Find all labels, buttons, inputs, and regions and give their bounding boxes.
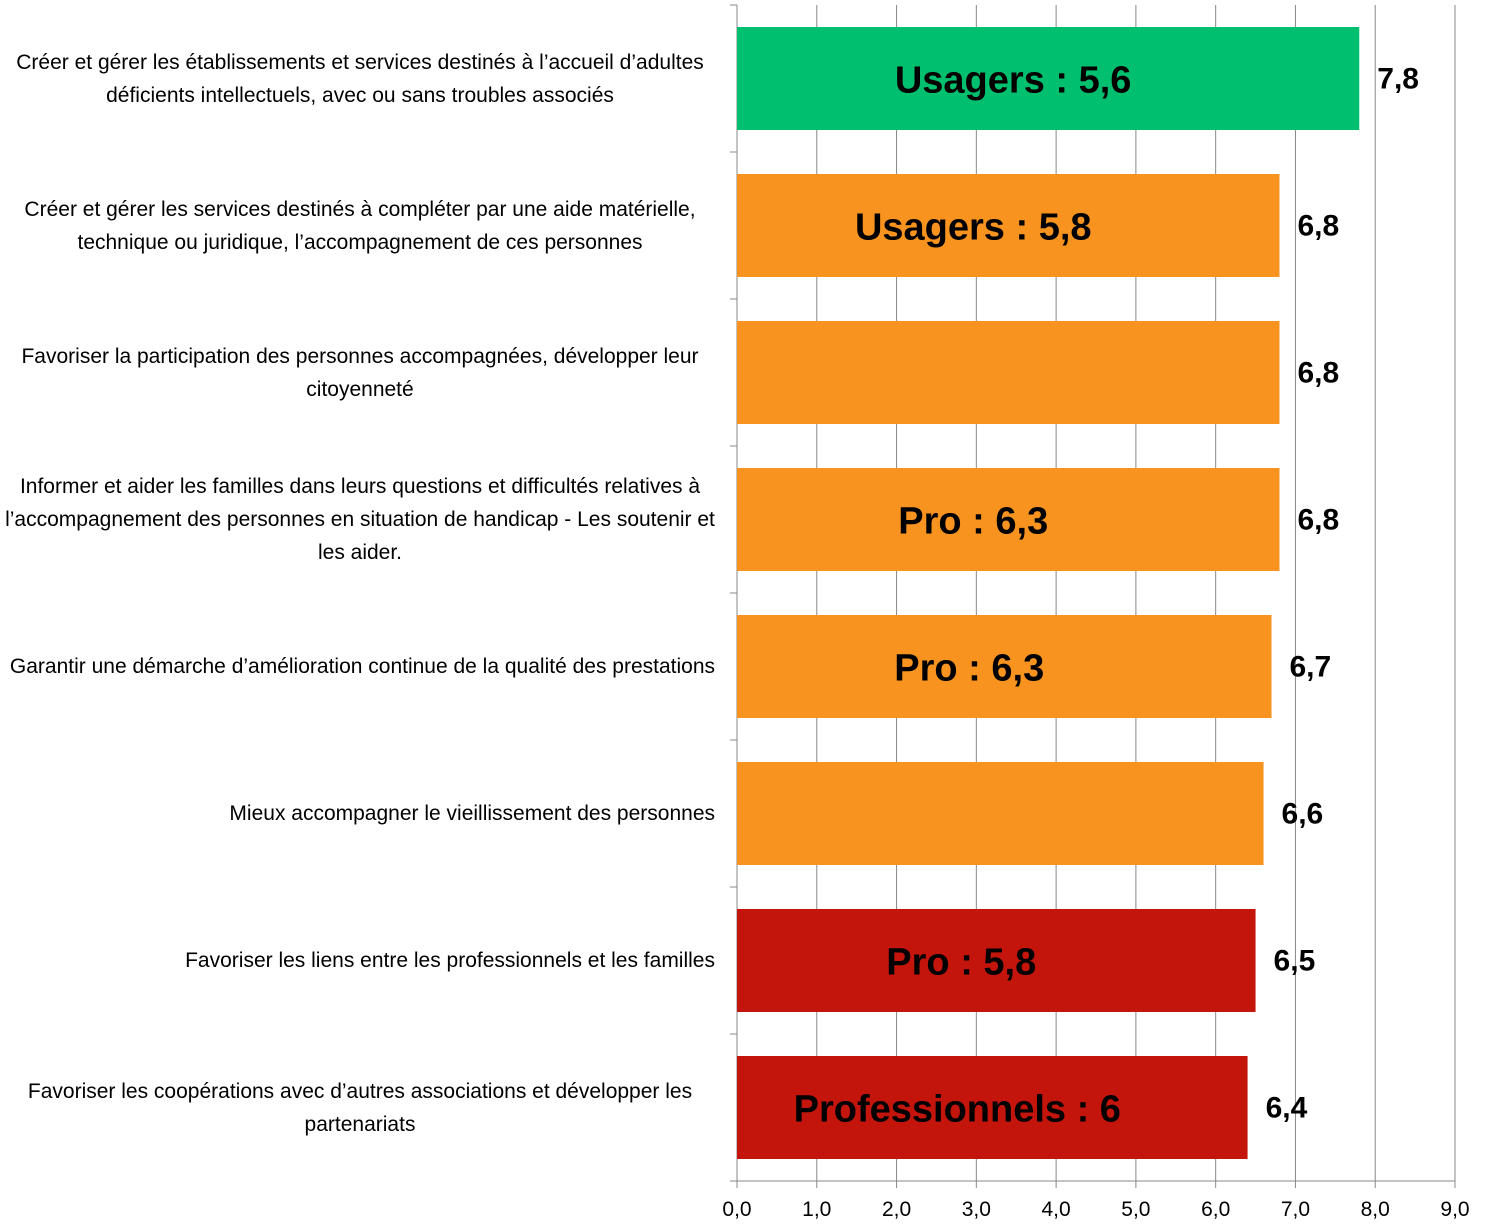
bar-annotation: Pro : 6,3: [894, 648, 1044, 690]
category-label-box: Créer et gérer les établissements et ser…: [5, 5, 715, 152]
category-label: Favoriser les coopérations avec d’autres…: [27, 1079, 693, 1136]
value-label: 6,4: [1266, 1092, 1308, 1125]
value-label: 6,5: [1274, 945, 1316, 978]
category-label: Informer et aider les familles dans leur…: [5, 475, 715, 564]
value-label: 6,8: [1297, 357, 1339, 390]
value-label: 6,6: [1282, 798, 1324, 831]
category-label: Créer et gérer les établissements et ser…: [16, 50, 704, 107]
category-label: Favoriser la participation des personnes…: [21, 344, 699, 401]
bar: [737, 909, 1256, 1012]
x-tick-label: 6,0: [1201, 1198, 1230, 1221]
bar: [737, 615, 1272, 718]
category-label-box: Garantir une démarche d’amélioration con…: [5, 593, 715, 740]
bar: [737, 321, 1280, 424]
bar-annotation: Usagers : 5,8: [855, 207, 1092, 249]
value-label: 6,7: [1290, 651, 1332, 684]
bar-annotation: Usagers : 5,6: [895, 60, 1132, 102]
category-label-box: Créer et gérer les services destinés à c…: [5, 152, 715, 299]
bar: [737, 1056, 1248, 1159]
category-label: Favoriser les liens entre les profession…: [185, 949, 715, 972]
bar: [737, 174, 1280, 277]
category-label-box: Favoriser les coopérations avec d’autres…: [5, 1034, 715, 1181]
category-label-box: Informer et aider les familles dans leur…: [5, 446, 715, 593]
category-label-box: Favoriser les liens entre les profession…: [5, 887, 715, 1034]
value-label: 7,8: [1377, 63, 1419, 96]
x-tick-label: 4,0: [1042, 1198, 1071, 1221]
category-label: Créer et gérer les services destinés à c…: [24, 197, 696, 254]
x-tick-label: 1,0: [802, 1198, 831, 1221]
x-tick-label: 3,0: [962, 1198, 991, 1221]
bar-annotation: Professionnels : 6: [794, 1089, 1121, 1131]
category-label-box: Favoriser la participation des personnes…: [5, 299, 715, 446]
category-label: Garantir une démarche d’amélioration con…: [9, 655, 715, 678]
bar: [737, 468, 1280, 571]
x-tick-label: 0,0: [722, 1198, 751, 1221]
x-tick-label: 5,0: [1121, 1198, 1150, 1221]
x-tick-label: 2,0: [882, 1198, 911, 1221]
x-tick-label: 9,0: [1440, 1198, 1469, 1221]
bar: [737, 27, 1360, 130]
value-label: 6,8: [1297, 504, 1339, 537]
x-tick-label: 7,0: [1281, 1198, 1310, 1221]
category-label: Mieux accompagner le vieillissement des …: [229, 802, 715, 825]
bar: [737, 762, 1264, 865]
x-tick-label: 8,0: [1361, 1198, 1390, 1221]
value-label: 6,8: [1297, 210, 1339, 243]
category-label-box: Mieux accompagner le vieillissement des …: [5, 740, 715, 887]
bar-annotation: Pro : 5,8: [886, 942, 1036, 984]
bar-annotation: Pro : 6,3: [898, 501, 1048, 543]
